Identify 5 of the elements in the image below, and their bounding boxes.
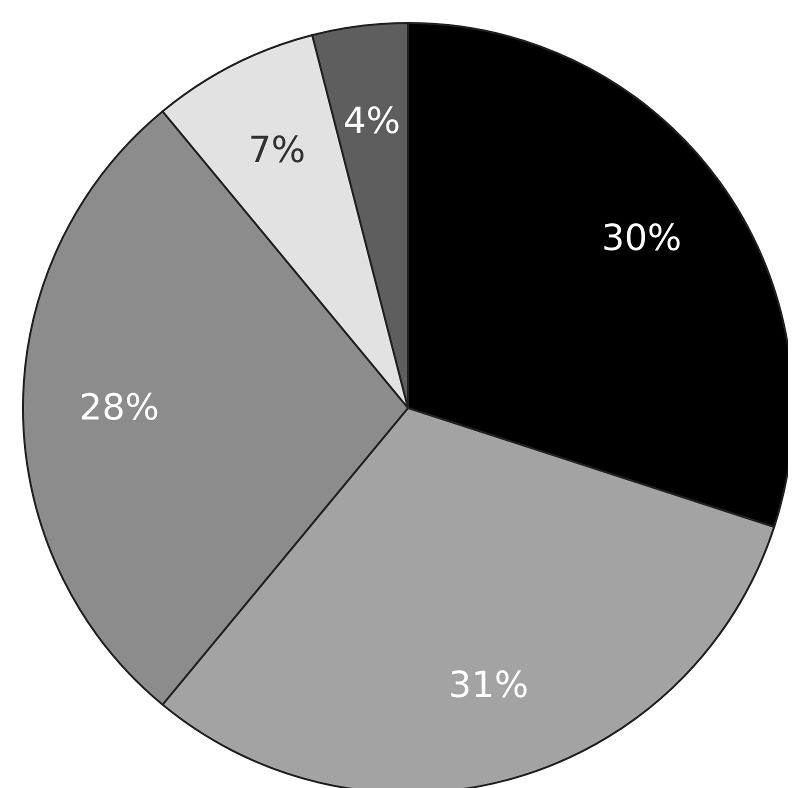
data-label: 31%	[448, 664, 529, 706]
data-label: 4%	[343, 101, 400, 142]
data-label: 7%	[248, 130, 306, 172]
data-label: 28%	[79, 388, 160, 428]
data-label: 30%	[602, 218, 682, 259]
